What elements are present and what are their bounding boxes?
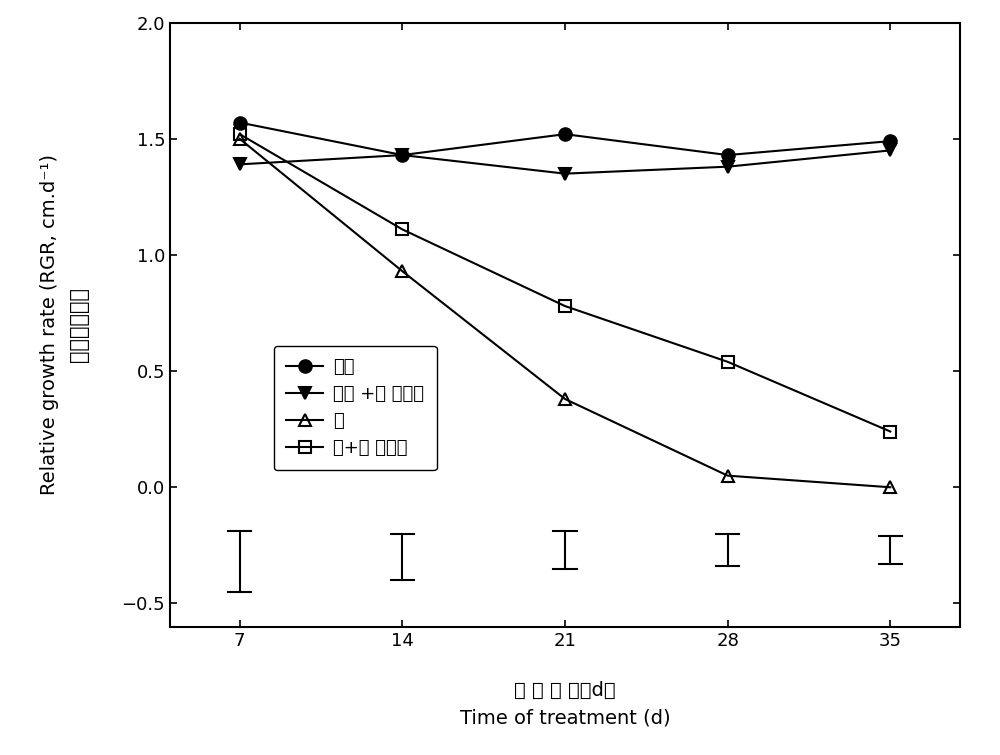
Y-axis label: Relative growth rate (RGR, cm.d⁻¹): Relative growth rate (RGR, cm.d⁻¹) [40,154,59,495]
Text: 处 理 天 数（d）: 处 理 天 数（d） [514,681,616,700]
Text: Time of treatment (d): Time of treatment (d) [460,708,670,727]
Legend: 对照, 对照 +乙 硫氨酸, 盐, 盐+乙 硫氨酸: 对照, 对照 +乙 硫氨酸, 盐, 盐+乙 硫氨酸 [274,346,437,470]
Text: 相对生长速率: 相对生长速率 [69,287,89,362]
